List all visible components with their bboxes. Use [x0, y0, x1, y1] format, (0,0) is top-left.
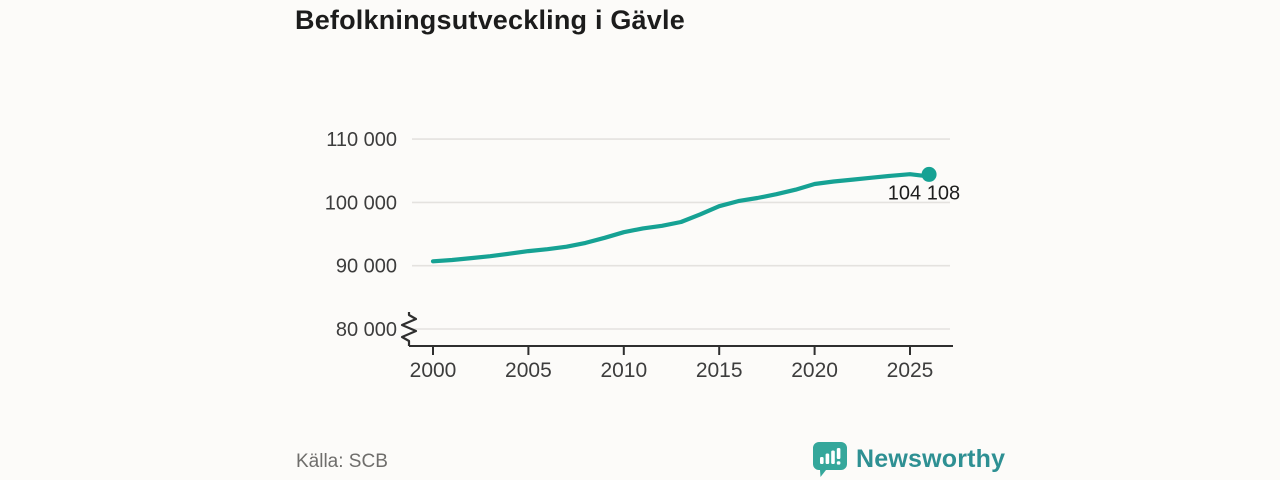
brand-logo: Newsworthy [812, 441, 1005, 478]
y-axis-break-icon [400, 312, 418, 346]
end-point-dot [921, 166, 937, 182]
chart-title: Befolkningsutveckling i Gävle [295, 5, 685, 35]
y-tick-label: 100 000 [325, 192, 397, 214]
x-axis-tick-labels: 2000 2005 2010 2015 2020 2025 [410, 359, 934, 382]
y-tick-label: 110 000 [326, 129, 397, 151]
y-axis-tick-labels: 80 000 90 000 100 000 110 000 [325, 129, 397, 341]
axis-break-zigzag [400, 312, 418, 346]
end-value-annotation: 104 108 [888, 182, 960, 204]
y-tick-label: 90 000 [336, 256, 397, 278]
source-note: Källa: SCB [296, 451, 388, 472]
end-value-label: 104 108 [888, 182, 960, 204]
x-tick-label: 2020 [791, 359, 838, 382]
population-line-series [430, 166, 937, 264]
newsworthy-speech-bubble-barchart-icon [813, 442, 847, 477]
x-tick-label: 2010 [600, 359, 647, 382]
x-tick-label: 2005 [505, 359, 552, 382]
population-line [430, 172, 932, 264]
x-tick-label: 2000 [410, 359, 457, 382]
gridlines [412, 138, 950, 330]
x-axis [409, 345, 953, 355]
brand-name: Newsworthy [856, 445, 1006, 473]
x-tick-label: 2025 [887, 359, 934, 382]
x-tick-label: 2015 [696, 359, 743, 382]
y-tick-label: 80 000 [336, 319, 397, 341]
